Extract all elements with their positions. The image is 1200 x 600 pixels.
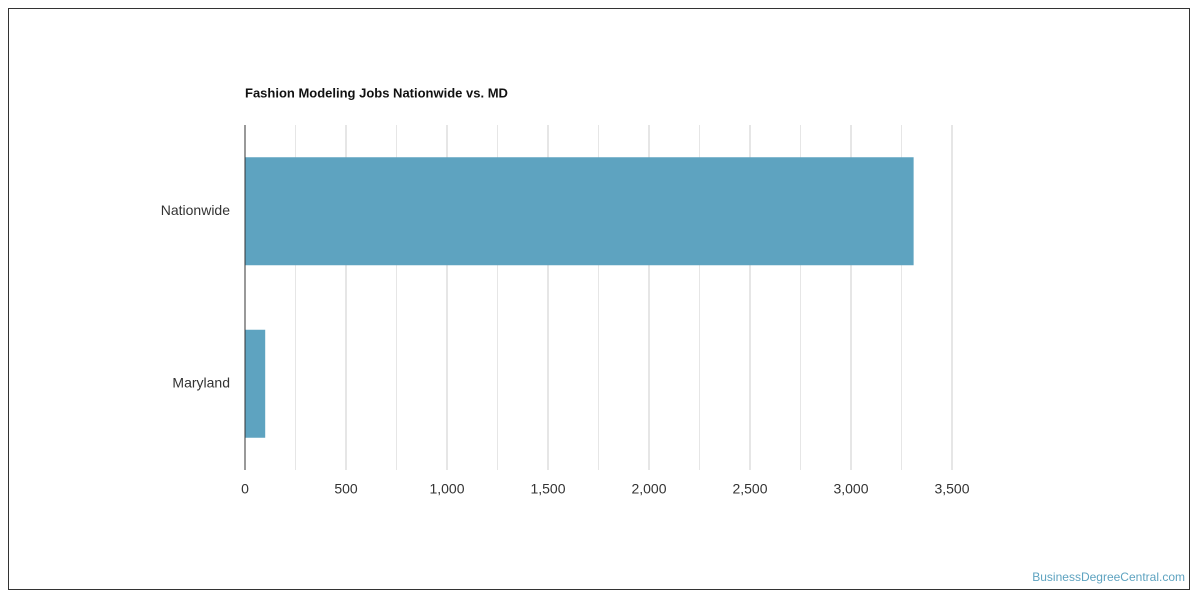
x-tick-label: 3,000	[833, 481, 868, 497]
x-tick-label: 2,000	[631, 481, 666, 497]
bar	[245, 329, 266, 438]
chart-title: Fashion Modeling Jobs Nationwide vs. MD	[245, 85, 508, 100]
bar	[245, 157, 914, 266]
x-tick-label: 3,500	[934, 481, 969, 497]
x-tick-label: 1,000	[429, 481, 464, 497]
y-tick-label: Nationwide	[161, 202, 230, 218]
x-tick-label: 2,500	[732, 481, 767, 497]
y-tick-label: Maryland	[172, 374, 230, 390]
source: BusinessDegreeCentral.com	[1032, 570, 1185, 584]
x-tick-label: 500	[334, 481, 358, 497]
x-tick-label: 0	[241, 481, 249, 497]
x-tick-label: 1,500	[530, 481, 565, 497]
